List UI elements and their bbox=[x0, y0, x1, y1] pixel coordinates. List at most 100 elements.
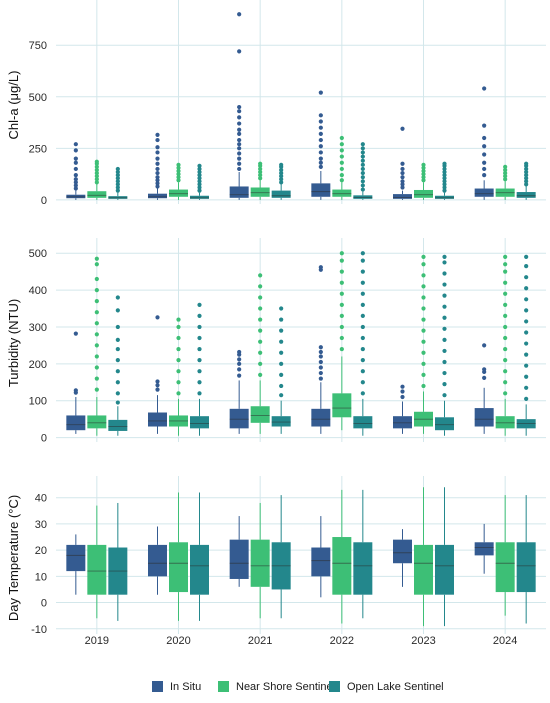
outlier-point bbox=[258, 317, 263, 322]
outlier-point bbox=[421, 178, 426, 183]
outlier-point bbox=[421, 162, 426, 167]
y-tick-label: 20 bbox=[35, 545, 47, 557]
outlier-point bbox=[197, 313, 202, 318]
outlier-point bbox=[339, 154, 344, 159]
box-2023-in-situ bbox=[393, 384, 412, 434]
box-iqr bbox=[393, 539, 412, 564]
outlier-point bbox=[339, 173, 344, 178]
outlier-point bbox=[339, 269, 344, 274]
outlier-point bbox=[73, 177, 78, 182]
outlier-point bbox=[421, 262, 426, 267]
outlier-point bbox=[94, 332, 99, 337]
outlier-point bbox=[400, 170, 405, 176]
outlier-point bbox=[442, 188, 447, 193]
outlier-point bbox=[94, 262, 99, 267]
box-2024-open-lake-sentinel bbox=[516, 254, 536, 436]
box-iqr bbox=[148, 193, 167, 199]
outlier-point bbox=[360, 162, 365, 167]
y-tick-label: 30 bbox=[35, 519, 47, 531]
box-iqr bbox=[108, 419, 128, 431]
box-2023-near-shore-sentinel bbox=[414, 162, 433, 200]
outlier-point bbox=[73, 156, 78, 161]
outlier-point bbox=[279, 317, 284, 322]
outlier-point bbox=[94, 164, 99, 169]
box-2021-open-lake-sentinel bbox=[271, 495, 291, 619]
outlier-point bbox=[115, 176, 120, 181]
outlier-point bbox=[237, 12, 242, 17]
outlier-point bbox=[442, 359, 447, 365]
outlier-point bbox=[237, 137, 242, 143]
outlier-point bbox=[524, 363, 529, 368]
outlier-point bbox=[482, 173, 487, 178]
outlier-point bbox=[360, 269, 365, 274]
outlier-point bbox=[115, 179, 120, 184]
outlier-point bbox=[279, 180, 284, 185]
outlier-point bbox=[258, 306, 263, 311]
outlier-point bbox=[482, 160, 487, 165]
outlier-point bbox=[318, 265, 323, 270]
box-iqr bbox=[229, 186, 249, 198]
box-iqr bbox=[393, 194, 412, 199]
outlier-point bbox=[115, 358, 120, 363]
legend-label: In Situ bbox=[170, 681, 201, 693]
box-iqr bbox=[332, 189, 352, 197]
outlier-point bbox=[237, 104, 242, 110]
outlier-point bbox=[279, 174, 284, 179]
outlier-point bbox=[360, 280, 365, 285]
box-iqr bbox=[66, 415, 86, 431]
outlier-point bbox=[442, 271, 447, 276]
outlier-point bbox=[155, 156, 160, 161]
outlier-point bbox=[115, 182, 120, 187]
outlier-point bbox=[115, 166, 120, 172]
outlier-point bbox=[155, 387, 160, 392]
outlier-point bbox=[524, 254, 529, 260]
outlier-point bbox=[360, 146, 365, 151]
outlier-point bbox=[258, 350, 263, 355]
outlier-point bbox=[94, 256, 99, 261]
outlier-point bbox=[400, 185, 405, 190]
outlier-point bbox=[421, 175, 426, 180]
box-2022-in-situ bbox=[311, 516, 331, 598]
outlier-point bbox=[176, 346, 181, 352]
outlier-point bbox=[197, 346, 202, 352]
outlier-point bbox=[115, 337, 120, 342]
outlier-point bbox=[318, 90, 323, 95]
outlier-point bbox=[503, 391, 508, 396]
outlier-point bbox=[73, 186, 78, 191]
outlier-point bbox=[318, 365, 323, 370]
outlier-point bbox=[197, 324, 202, 330]
y-tick-label: 0 bbox=[41, 598, 47, 610]
outlier-point bbox=[237, 115, 242, 120]
outlier-point bbox=[524, 161, 529, 166]
outlier-point bbox=[318, 345, 323, 350]
outlier-point bbox=[503, 291, 508, 296]
outlier-point bbox=[197, 369, 202, 374]
outlier-point bbox=[258, 372, 263, 377]
outlier-point bbox=[524, 319, 529, 324]
box-2023-in-situ bbox=[393, 529, 412, 587]
y-tick-label: 400 bbox=[29, 285, 47, 297]
outlier-point bbox=[237, 146, 242, 151]
outlier-point bbox=[360, 291, 365, 296]
box-2022-open-lake-sentinel bbox=[353, 251, 373, 436]
outlier-point bbox=[94, 321, 99, 326]
outlier-point bbox=[503, 324, 508, 330]
box-2020-in-situ bbox=[148, 315, 167, 434]
outlier-point bbox=[73, 331, 78, 336]
outlier-point bbox=[524, 176, 529, 181]
y-tick-label: 300 bbox=[29, 322, 47, 334]
outlier-point bbox=[176, 335, 181, 341]
box-iqr bbox=[353, 542, 373, 595]
box-iqr bbox=[311, 547, 331, 577]
box-iqr bbox=[250, 539, 270, 587]
outlier-point bbox=[197, 182, 202, 187]
outlier-point bbox=[421, 361, 426, 366]
outlier-point bbox=[503, 167, 508, 173]
outlier-point bbox=[339, 251, 344, 256]
box-2021-near-shore-sentinel bbox=[250, 161, 270, 200]
outlier-point bbox=[94, 299, 99, 304]
outlier-point bbox=[155, 170, 160, 176]
outlier-point bbox=[421, 339, 426, 344]
box-2019-near-shore-sentinel bbox=[87, 505, 107, 619]
box-2021-near-shore-sentinel bbox=[250, 502, 270, 619]
